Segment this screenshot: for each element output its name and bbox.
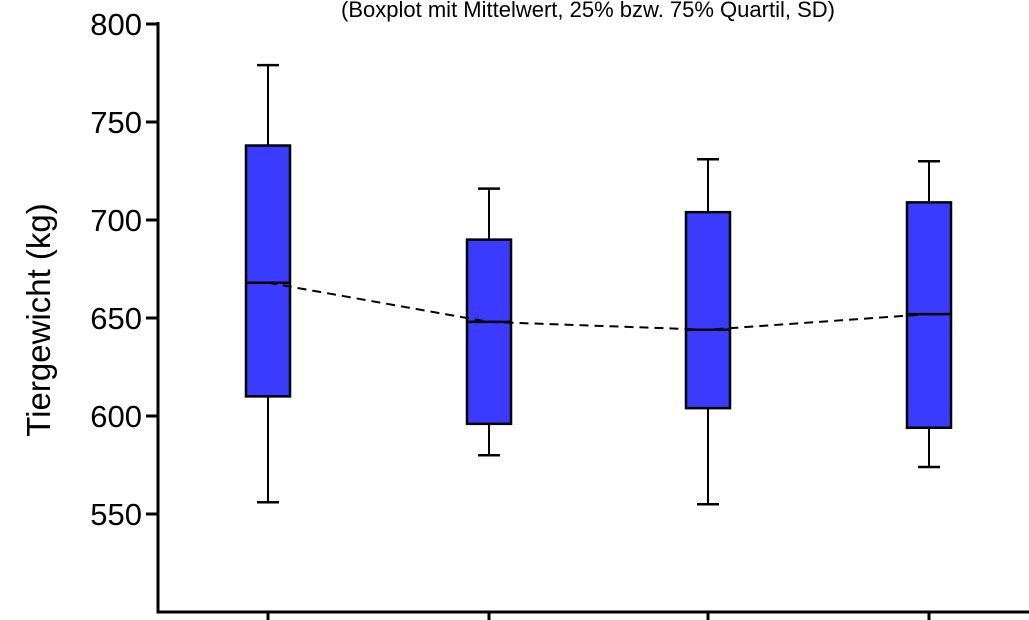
chart-title: (Boxplot mit Mittelwert, 25% bzw. 75% Qu… — [341, 0, 835, 22]
quartile-box — [244, 144, 292, 398]
mean-line — [267, 281, 930, 331]
box-2 — [465, 187, 513, 457]
box-3 — [684, 157, 732, 506]
box-1 — [244, 63, 292, 504]
y-tick-label-700: 700 — [90, 203, 142, 238]
y-tick-label-550: 550 — [90, 497, 142, 532]
y-axis-label: Tiergewicht (kg) — [20, 203, 57, 437]
axes: 550 600 650 700 750 800 — [90, 7, 1029, 620]
y-tick-label-650: 650 — [90, 301, 142, 336]
y-tick-label-800: 800 — [90, 7, 142, 42]
mean-line-group — [267, 281, 930, 331]
boxes — [244, 63, 953, 506]
y-tick-label-600: 600 — [90, 399, 142, 434]
y-tick-label-750: 750 — [90, 105, 142, 140]
quartile-box — [684, 210, 732, 410]
quartile-box — [465, 238, 513, 426]
